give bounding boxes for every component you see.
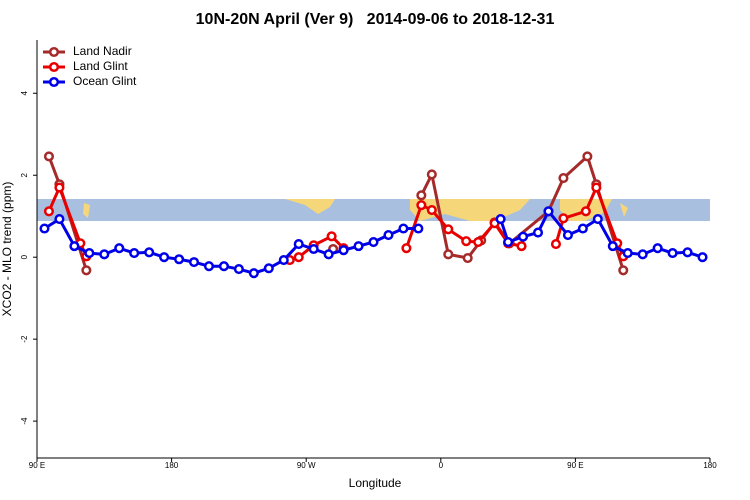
data-point <box>577 223 588 234</box>
data-point <box>495 214 506 225</box>
x-tick-label: 0 <box>439 461 444 470</box>
data-point <box>99 249 110 260</box>
data-point <box>697 252 708 263</box>
y-tick-label: 4 <box>20 91 29 96</box>
data-point <box>323 249 334 260</box>
data-point <box>592 214 603 225</box>
data-point <box>353 241 364 252</box>
data-point <box>426 169 437 180</box>
data-point <box>580 206 591 217</box>
land-patch <box>620 203 628 217</box>
data-point <box>682 247 693 258</box>
legend-label: Ocean Glint <box>73 74 137 88</box>
y-axis-label: XCO2 - MLO trend (ppm) <box>0 182 14 317</box>
data-point <box>550 239 562 250</box>
data-point <box>652 243 663 254</box>
data-point <box>248 268 259 279</box>
x-tick-label: 90 W <box>297 461 316 470</box>
data-point <box>203 261 215 272</box>
data-point <box>174 254 185 265</box>
data-point <box>607 241 618 252</box>
data-point <box>582 151 593 162</box>
data-point <box>413 223 424 234</box>
data-point <box>188 257 200 268</box>
data-point <box>233 264 244 275</box>
data-point <box>218 261 229 272</box>
data-point <box>144 247 155 258</box>
data-point <box>338 245 349 256</box>
legend-marker <box>48 61 60 73</box>
data-point <box>293 252 304 263</box>
data-point <box>518 231 529 242</box>
data-point <box>558 173 569 184</box>
data-point <box>443 224 454 235</box>
data-point <box>326 231 337 242</box>
data-point <box>591 182 602 193</box>
data-point <box>39 223 50 234</box>
data-point <box>622 248 633 259</box>
x-axis-label: Longitude <box>349 476 402 490</box>
data-point <box>159 252 170 263</box>
data-point <box>443 249 454 260</box>
data-point <box>43 206 55 217</box>
data-point <box>532 227 544 238</box>
legend-label: Land Glint <box>73 59 128 73</box>
data-point <box>416 190 427 201</box>
data-point <box>43 151 55 162</box>
data-point <box>263 263 274 274</box>
data-point <box>562 230 573 241</box>
x-tick-label: 180 <box>165 461 179 470</box>
data-point <box>81 265 92 276</box>
data-point <box>398 223 409 234</box>
data-point <box>516 241 527 252</box>
data-point <box>543 206 554 217</box>
land-patch <box>285 199 335 214</box>
data-point <box>461 236 472 247</box>
data-point <box>293 239 304 250</box>
data-point <box>426 205 437 216</box>
data-point <box>54 182 65 193</box>
data-point <box>416 200 427 211</box>
data-point <box>503 236 514 248</box>
x-tick-label: 90 E <box>567 461 583 470</box>
data-point <box>69 241 80 252</box>
land-patch <box>83 203 90 218</box>
y-tick-label: 0 <box>20 254 29 259</box>
data-point <box>401 243 412 254</box>
data-point <box>667 248 678 259</box>
data-point <box>278 255 289 266</box>
data-point <box>54 214 65 225</box>
legend-marker <box>48 76 60 88</box>
legend-marker <box>48 46 60 58</box>
data-point <box>383 230 394 241</box>
data-point <box>114 243 125 254</box>
legend-label: Land Nadir <box>73 44 132 58</box>
data-point <box>308 243 319 255</box>
data-point <box>637 249 648 260</box>
data-point <box>558 213 569 224</box>
data-point <box>462 252 473 264</box>
y-tick-label: -4 <box>20 417 29 425</box>
data-point <box>473 236 484 248</box>
data-point <box>368 236 379 248</box>
x-tick-label: 180 <box>703 461 717 470</box>
y-tick-label: 2 <box>20 172 29 177</box>
data-point <box>129 248 140 259</box>
data-point <box>618 265 629 276</box>
data-point <box>84 248 95 259</box>
chart-title: 10N-20N April (Ver 9) 2014-09-06 to 2018… <box>196 11 555 28</box>
y-tick-label: -2 <box>20 335 29 343</box>
x-tick-label: 90 E <box>29 461 45 470</box>
